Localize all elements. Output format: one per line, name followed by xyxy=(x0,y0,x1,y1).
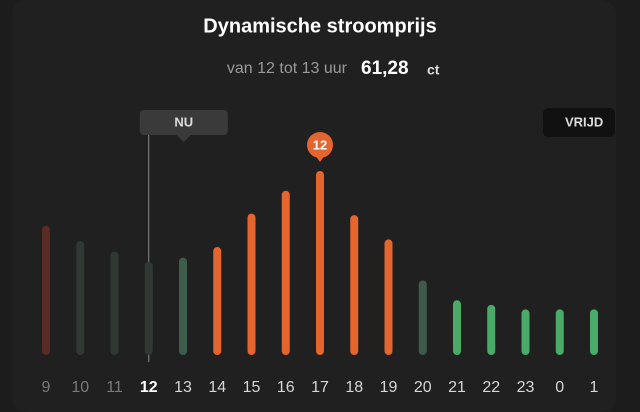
x-tick-label: 13 xyxy=(174,379,192,396)
next-day-tag xyxy=(543,108,615,137)
x-tick-label: 1 xyxy=(590,379,599,396)
bar xyxy=(453,300,461,355)
x-tick-label: 0 xyxy=(555,379,564,396)
bar xyxy=(110,251,119,355)
x-tick-label: 23 xyxy=(517,379,535,396)
bar xyxy=(144,261,153,355)
bar xyxy=(76,240,85,355)
x-tick-label: 20 xyxy=(414,379,432,396)
bar xyxy=(247,213,256,355)
bar xyxy=(555,309,564,355)
x-tick-label: 18 xyxy=(345,379,363,396)
peak-bubble xyxy=(307,132,333,158)
x-tick-label: 19 xyxy=(380,379,398,396)
bar xyxy=(213,247,222,355)
price-unit: ct xyxy=(427,62,440,78)
bar xyxy=(384,239,393,355)
title: Dynamische stroomprijs xyxy=(203,15,436,37)
x-tick-label: 22 xyxy=(482,379,500,396)
card xyxy=(12,0,616,412)
bar xyxy=(350,215,359,355)
subtitle: van 12 tot 13 uur xyxy=(227,60,348,77)
price: 61,28 xyxy=(361,58,409,79)
x-tick-label: 15 xyxy=(243,379,261,396)
x-tick-label: 11 xyxy=(106,379,123,396)
x-tick-label: 14 xyxy=(208,379,226,396)
x-tick-label: 16 xyxy=(277,379,295,396)
bar xyxy=(281,190,290,355)
x-tick-label: 9 xyxy=(42,379,51,396)
bar xyxy=(487,304,496,355)
bar xyxy=(418,280,427,355)
next-day-label: VRIJD xyxy=(565,114,603,129)
bar xyxy=(42,225,50,355)
bar xyxy=(590,309,598,355)
x-tick-label: 17 xyxy=(311,379,329,396)
x-tick-label: 21 xyxy=(448,379,466,396)
bar xyxy=(179,257,187,355)
bar xyxy=(316,171,324,355)
current-label: NU xyxy=(174,114,193,129)
current-tag xyxy=(139,110,228,135)
current-tag-pointer xyxy=(176,135,191,142)
x-tick-label: 12 xyxy=(140,379,158,396)
x-tick-label: 10 xyxy=(71,379,89,396)
peak-label: 12 xyxy=(313,137,327,152)
bar xyxy=(521,309,530,355)
